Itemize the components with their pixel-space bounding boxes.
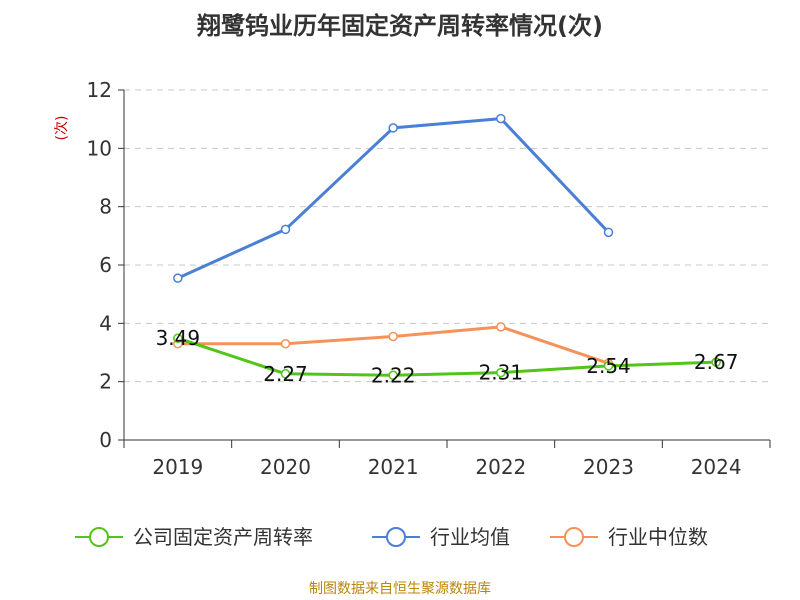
data-point	[496, 113, 506, 124]
y-axis-label: (次)	[54, 116, 70, 141]
series-line	[177, 117, 610, 280]
data-point	[173, 333, 183, 343]
data-point	[711, 357, 721, 367]
data-label: 2.31	[479, 361, 524, 385]
data-point	[280, 369, 291, 379]
axes: 0 2 4 6 8 10 12 2019 2020 2021 2022 2023 2024	[87, 78, 771, 479]
data-label: 2.67	[694, 350, 739, 374]
series-lines	[173, 113, 721, 380]
data-label: 2.22	[371, 363, 416, 387]
data-point	[603, 227, 614, 238]
data-point	[388, 123, 398, 133]
data-point	[496, 367, 506, 378]
data-point	[280, 224, 291, 235]
legend-marker	[564, 527, 584, 547]
legend: 公司固定资产周转率 行业均值 行业中位数	[75, 525, 708, 549]
legend-marker	[89, 527, 109, 547]
chart-title: 翔鹭钨业历年固定资产周转率情况(次)	[197, 12, 603, 40]
grid-lines	[124, 89, 770, 383]
data-point	[173, 273, 183, 283]
y-tick-label: 6	[99, 253, 112, 277]
x-tick-label: 2021	[368, 455, 419, 479]
legend-item: 行业均值	[372, 525, 510, 549]
legend-marker	[386, 527, 406, 547]
data-point	[388, 370, 398, 380]
legend-label: 行业均值	[430, 525, 510, 549]
legend-item: 公司固定资产周转率	[75, 525, 313, 549]
x-tick-label: 2020	[260, 455, 311, 479]
data-point	[496, 322, 506, 332]
x-tick-label: 2023	[583, 455, 634, 479]
x-tick-label: 2024	[691, 455, 742, 479]
y-tick-label: 2	[99, 370, 112, 394]
data-point	[603, 361, 614, 371]
legend-label: 公司固定资产周转率	[133, 525, 313, 549]
data-point	[388, 331, 398, 342]
data-point	[280, 339, 291, 349]
legend-item: 行业中位数	[550, 525, 708, 549]
y-tick-label: 12	[87, 78, 112, 102]
y-tick-label: 4	[99, 311, 112, 335]
legend-label: 行业中位数	[608, 525, 708, 549]
y-tick-label: 10	[87, 136, 112, 160]
source-note: 制图数据来自恒生聚源数据库	[309, 581, 491, 597]
x-tick-label: 2019	[152, 455, 203, 479]
data-label: 2.27	[263, 362, 308, 386]
data-labels: 3.49 2.27 2.22 2.31 2.54 2.67	[156, 326, 739, 387]
series-line	[177, 336, 717, 377]
data-label: 3.49	[156, 326, 201, 350]
y-tick-label: 8	[99, 195, 112, 219]
x-tick-label: 2022	[475, 455, 526, 479]
y-tick-label: 0	[99, 428, 112, 452]
data-label: 2.54	[586, 354, 631, 378]
